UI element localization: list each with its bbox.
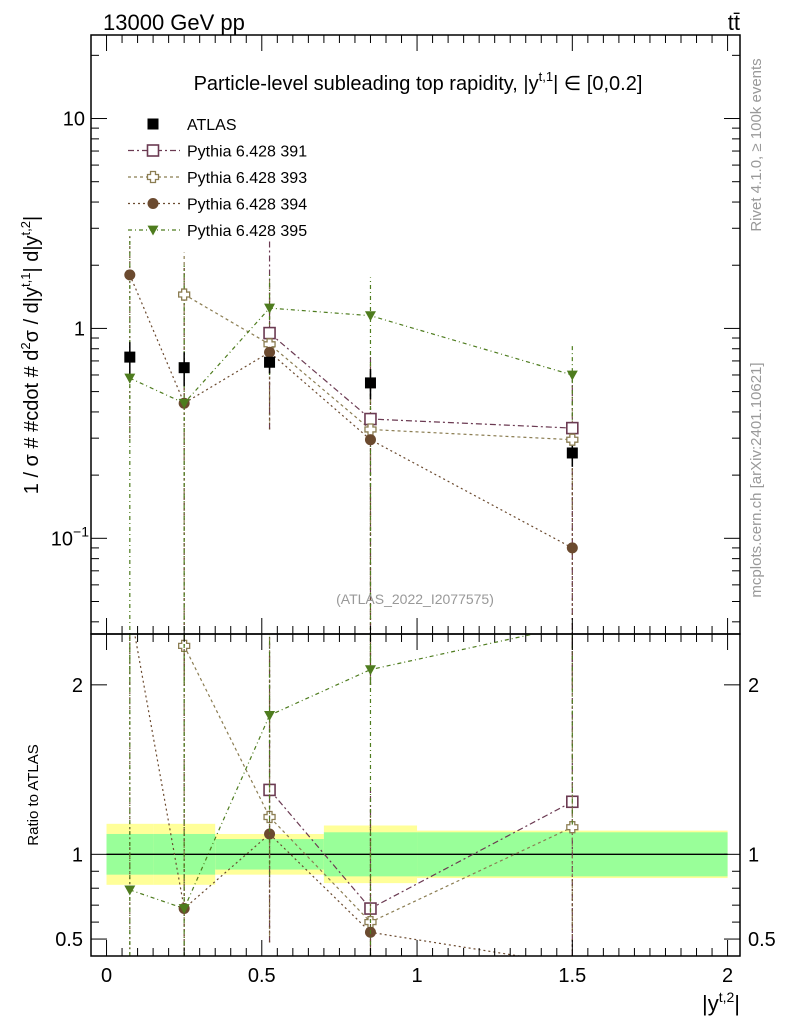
ratio-tick-label: 0.5 <box>55 929 83 951</box>
y-tick-label: 10−1 <box>51 523 89 550</box>
y-axis-label: 1 / σ # #cdot # d2σ / d|yt,1| d|yt,2| <box>18 216 43 494</box>
mc-point <box>178 398 190 409</box>
energy-label: 13000 GeV pp <box>103 10 245 35</box>
mc-point <box>264 346 276 358</box>
legend-label: Pythia 6.428 393 <box>187 170 307 187</box>
x-tick-label: 0.5 <box>248 965 276 987</box>
legend-label: Pythia 6.428 394 <box>187 197 307 214</box>
ratio-tick-label: 1 <box>72 844 83 866</box>
x-tick-label: 1 <box>411 965 422 987</box>
ratio-axis-label: Ratio to ATLAS <box>25 744 42 845</box>
mc-series-line <box>129 307 573 404</box>
chart-title: Particle-level subleading top rapidity, … <box>194 69 643 95</box>
y-tick-label: 10 <box>63 109 85 131</box>
ratio-point <box>566 821 579 834</box>
mc-point <box>364 311 376 322</box>
x-tick-label: 2 <box>722 965 733 987</box>
mc-point <box>264 303 276 314</box>
ratio-series-line <box>134 634 523 956</box>
process-label: tt̄ <box>728 10 740 35</box>
mc-series-line <box>129 274 573 549</box>
legend-label: Pythia 6.428 391 <box>187 144 307 161</box>
data-point <box>178 362 190 374</box>
main-panel: 10−1 1 10 <box>51 34 741 686</box>
legend: ATLAS Pythia 6.428 391 Pythia 6.428 393 Pyt… <box>128 117 307 240</box>
mc-point <box>364 434 376 446</box>
x-tick-label: 0 <box>101 965 112 987</box>
legend-label: ATLAS <box>187 117 237 134</box>
data-point <box>124 351 136 363</box>
mc-point <box>566 433 579 446</box>
data-point <box>264 356 276 368</box>
legend-label: Pythia 6.428 395 <box>187 223 307 240</box>
ratio-series-line <box>183 645 573 923</box>
mc-point <box>566 542 578 554</box>
x-axis-ticks: 0 0.5 1 1.5 2 <box>90 35 733 987</box>
ratio-y-ticks: 0.5 0.5 1 1 2 2 <box>55 675 776 951</box>
x-tick-label: 1.5 <box>558 965 586 987</box>
legend-marker <box>146 144 160 157</box>
mc-point <box>178 288 191 301</box>
mc-series-line <box>269 332 573 429</box>
ratio-tick-label: 2 <box>72 675 83 697</box>
mc-point <box>566 421 579 435</box>
ratio-point <box>264 828 276 840</box>
mc-point <box>566 370 578 381</box>
legend-marker <box>147 118 159 130</box>
ratio-frame <box>90 633 741 957</box>
mc-point <box>263 326 276 340</box>
ratio-panel: 0.5 0.5 1 1 2 2 0 0.5 1 1.5 2 <box>55 35 776 987</box>
legend-marker <box>147 198 159 209</box>
ratio-point <box>124 885 136 896</box>
main-data-layer <box>124 234 579 686</box>
y-tick-label: 1 <box>74 318 85 340</box>
rivet-label: Rivet 4.1.0, ≥ 100k events <box>748 58 765 231</box>
ratio-tick-label-right: 2 <box>748 675 759 697</box>
ratio-point <box>364 665 376 676</box>
data-point <box>364 377 376 389</box>
legend-marker <box>147 225 159 236</box>
data-point <box>566 447 578 459</box>
mc-point <box>124 373 136 384</box>
ratio-tick-label-right: 1 <box>748 844 759 866</box>
ratio-data-layer <box>106 634 728 956</box>
mc-series-line <box>183 293 573 441</box>
ratio-point <box>264 710 276 721</box>
ratio-tick-label-right: 0.5 <box>748 929 776 951</box>
ratio-point <box>178 904 190 915</box>
legend-marker <box>146 170 160 184</box>
x-axis-label: |yt,2| <box>702 989 740 1016</box>
mc-point <box>124 269 136 281</box>
mcplots-label: mcplots.cern.ch [arXiv:2401.10621] <box>748 362 765 597</box>
main-y-ticks: 10−1 1 10 <box>51 54 740 623</box>
mc-point <box>364 412 377 426</box>
analysis-id: (ATLAS_2022_I2077575) <box>336 591 494 607</box>
mc-point <box>364 423 377 436</box>
